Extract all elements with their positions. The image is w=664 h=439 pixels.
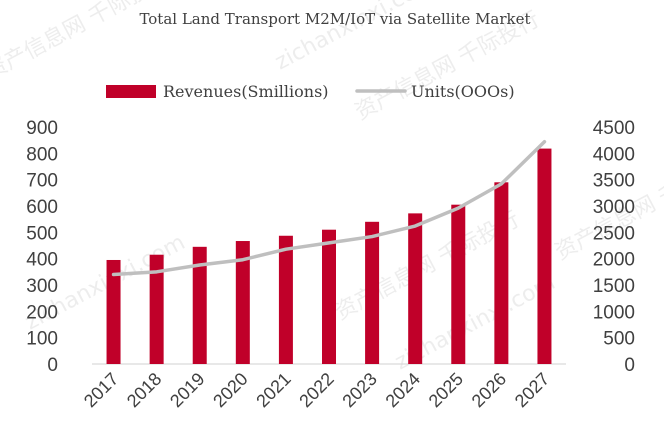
- y-left-tick-label: 300: [26, 276, 58, 297]
- x-axis: 2017 2018 2019 2020 2021 2022 2023 2024 2025 2026…: [80, 369, 553, 411]
- y-axis-left: 0 100 200 300 400 500 600 700 800 900: [26, 118, 58, 376]
- y-left-tick-label: 200: [26, 302, 58, 323]
- x-tick-label: 2022: [295, 369, 337, 411]
- bar-revenues-2025: [451, 205, 465, 364]
- bar-revenues-2024: [408, 213, 422, 364]
- y-right-tick-label: 4000: [593, 144, 635, 165]
- x-tick-label: 2026: [468, 369, 510, 411]
- y-right-tick-label: 2000: [593, 250, 635, 271]
- bar-revenues-2022: [322, 230, 336, 364]
- y-left-tick-label: 900: [26, 118, 58, 139]
- legend: Revenues(Smillions) Units(OOOs): [106, 82, 515, 101]
- x-tick-label: 2021: [252, 369, 294, 411]
- y-left-tick-label: 800: [26, 144, 58, 165]
- y-right-tick-label: 0: [624, 355, 635, 376]
- y-right-tick-label: 3000: [593, 197, 635, 218]
- chart-container: 资产信息网 千际投行 zichanxinxi.com 资产信息网 千际投行 zicha…: [0, 0, 664, 439]
- y-left-tick-label: 500: [26, 223, 58, 244]
- legend-swatch-revenues: [106, 85, 156, 98]
- bar-revenues-2023: [365, 222, 379, 364]
- y-axis-right: 0 500 1000 1500 2000 2500 3000 3500 4000 4500: [593, 118, 635, 376]
- y-right-tick-label: 4500: [593, 118, 635, 139]
- x-tick-label: 2017: [80, 369, 122, 411]
- x-tick-label: 2027: [511, 369, 553, 411]
- chart-title: Total Land Transport M2M/IoT via Satelli…: [139, 10, 530, 28]
- bar-revenues-2021: [279, 236, 293, 364]
- legend-label-units: Units(OOOs): [411, 82, 515, 101]
- y-right-tick-label: 2500: [593, 223, 635, 244]
- y-left-tick-label: 100: [26, 329, 58, 350]
- bar-revenues-2027: [537, 149, 551, 364]
- y-right-tick-label: 500: [603, 329, 635, 350]
- y-right-tick-label: 3500: [593, 171, 635, 192]
- y-left-tick-label: 0: [47, 355, 58, 376]
- legend-label-revenues: Revenues(Smillions): [163, 82, 329, 101]
- y-right-tick-label: 1000: [593, 302, 635, 323]
- x-tick-label: 2018: [123, 369, 165, 411]
- x-tick-label: 2019: [166, 369, 208, 411]
- x-tick-label: 2023: [338, 369, 380, 411]
- x-tick-label: 2025: [425, 369, 467, 411]
- y-left-tick-label: 600: [26, 197, 58, 218]
- y-left-tick-label: 400: [26, 250, 58, 271]
- chart-svg: 资产信息网 千际投行 zichanxinxi.com资产信息网 千际投行zicha…: [0, 0, 664, 439]
- bar-revenues-2026: [494, 182, 508, 364]
- y-left-tick-label: 700: [26, 171, 58, 192]
- x-tick-label: 2020: [209, 369, 251, 411]
- x-tick-label: 2024: [382, 369, 424, 411]
- y-right-tick-label: 1500: [593, 276, 635, 297]
